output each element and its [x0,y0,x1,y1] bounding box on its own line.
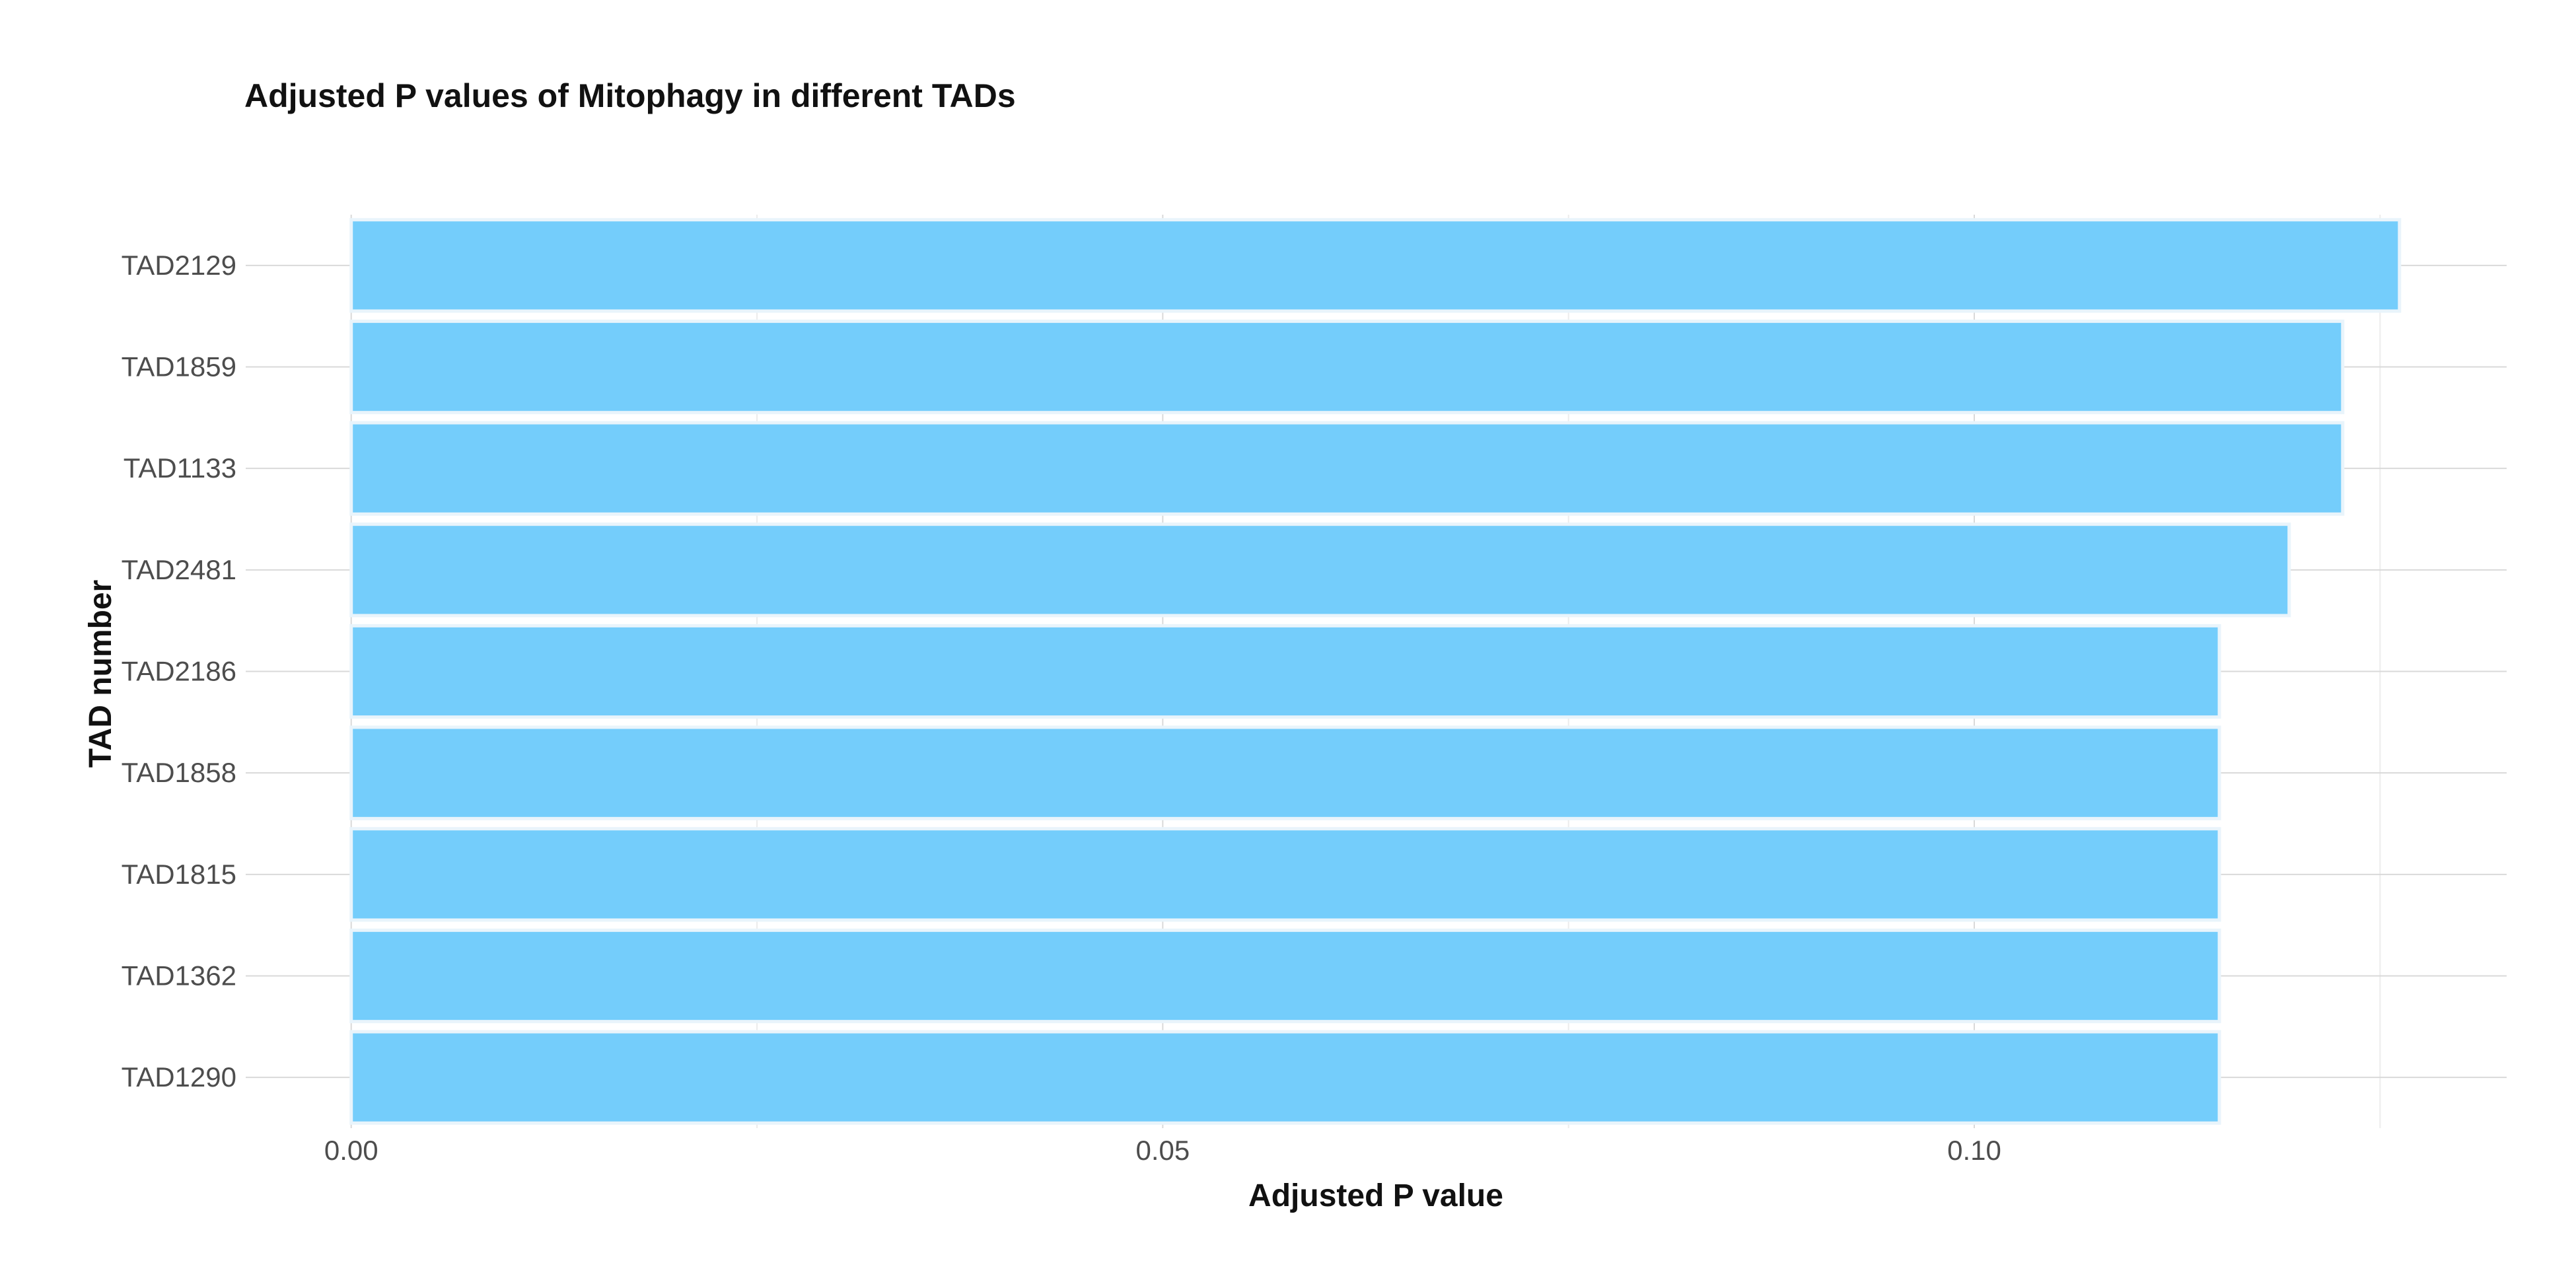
y-tick-label: TAD2129 [122,250,236,281]
bar-tad1290 [349,1030,2221,1125]
x-axis-title: Adjusted P value [1248,1178,1503,1213]
bar-tad2186 [349,624,2221,719]
y-tick-label: TAD2186 [122,656,236,687]
y-tick-label: TAD1290 [122,1061,236,1092]
y-axis-title: TAD number [83,580,118,768]
y-tick-labels: TAD2129 TAD1859 TAD1133 TAD2481 TAD2186 TAD18… [122,250,236,1092]
chart-title: Adjusted P values of Mitophagy in differ… [244,77,1016,114]
bar-tad2481 [349,522,2291,618]
x-tick-label: 0.00 [324,1135,378,1166]
bar-tad1133 [349,421,2345,516]
y-tick-label: TAD2481 [122,554,236,585]
x-tick-label: 0.10 [1947,1135,2001,1166]
y-tick-label: TAD1815 [122,859,236,890]
y-tick-label: TAD1133 [124,452,236,483]
x-tick-labels: 0.00 0.05 0.10 [324,1135,2001,1166]
bars [349,218,2402,1125]
bar-tad2129 [349,218,2402,313]
bar-tad1859 [349,319,2345,415]
y-tick-label: TAD1859 [122,351,236,382]
bar-tad1362 [349,928,2221,1024]
bar-tad1815 [349,827,2221,922]
y-tick-label: TAD1362 [122,960,236,991]
x-tick-label: 0.05 [1135,1135,1190,1166]
y-tick-label: TAD1858 [122,757,236,788]
bar-tad1858 [349,725,2221,820]
